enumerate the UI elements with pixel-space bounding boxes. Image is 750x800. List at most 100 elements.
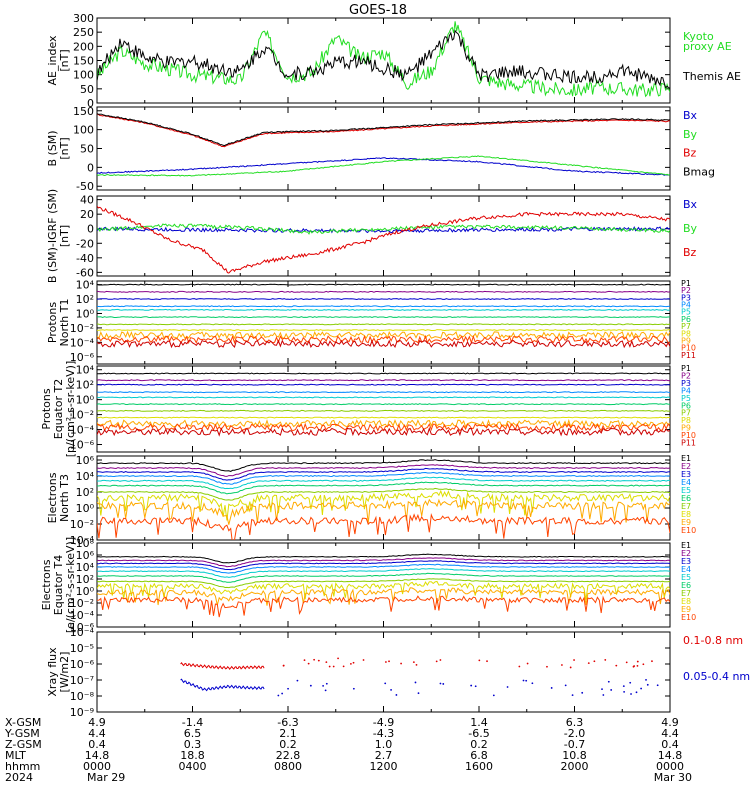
xray-point [636,665,639,667]
y-tick-label: 100 [73,69,94,82]
channel-line-e6 [97,572,670,583]
channel-line-p3 [97,298,670,301]
xray-point [342,665,345,668]
ephemeris-value: 10.8 [562,749,587,762]
xray-point [352,687,355,690]
xray-point [629,681,632,684]
y-axis-label: Xray flux[W/m2] [46,647,71,697]
channel-line-p2 [97,290,670,293]
ephemeris-row-label: Y-GSM [4,727,40,740]
series-group [97,283,670,349]
y-tick-label: -60 [76,266,94,279]
ephemeris-value: 1600 [465,760,493,773]
legend-entry: E6 [681,494,691,503]
y-axis-label-line: [nT] [58,225,71,247]
xray-point [506,686,509,688]
y-tick-label: 10⁰ [76,394,95,407]
xray-point [478,659,481,662]
legend-entry: E4 [681,565,691,574]
legend-entry: P8 [681,416,691,425]
legend-entry: P4 [681,386,691,395]
xray-point [581,691,584,694]
channel-line-p9 [97,418,670,429]
channel-line-p8 [97,416,670,419]
channel-line-e8 [97,489,670,521]
xray-point [325,682,328,685]
legend-entry: E6 [681,581,691,590]
y-tick-label: 10⁶ [76,549,95,562]
channel-line-p2 [97,379,670,382]
legend-entry: E7 [681,589,691,598]
xray-point [525,679,528,682]
y-axis-label-line: B (SM) [46,130,59,166]
channel-line-p10 [97,334,670,345]
legend-entry: E5 [681,573,691,582]
xray-point [307,662,310,665]
xray-point [651,660,653,663]
series-line-by [97,223,670,235]
xray-line-long [180,661,265,671]
legend-entry: E1 [681,541,691,550]
y-tick-label: 0 [87,223,94,236]
y-tick-label: 150 [73,55,94,68]
y-tick-label: 10⁻⁴ [70,424,95,437]
ephemeris-value: 1200 [370,760,398,773]
xray-point [526,662,529,665]
xray-point [414,681,417,684]
legend-entry: P2 [681,286,691,295]
xray-point [623,691,626,693]
xray-point [564,684,567,687]
channel-line-e9 [97,587,670,606]
xray-point [645,678,647,681]
legend-entry: E10 [681,526,696,535]
channel-line-e3 [97,467,670,481]
channel-line-p4 [97,391,670,394]
legend-entry: P1 [681,364,691,373]
xray-point [322,684,325,687]
ephemeris-value: 4.4 [661,727,679,740]
y-axis-label-line: Equator T2 [52,379,65,439]
legend-entry: P7 [681,322,691,331]
legend-entry: P5 [681,308,691,317]
series-line-bx [97,157,670,176]
legend-entry: P9 [681,424,691,433]
series-line-bmag [97,113,670,147]
xray-point [630,693,632,695]
channel-line-e9 [97,498,670,525]
legend-entry: proxy AE [683,40,732,53]
xray-point [388,660,390,663]
ephemeris-value: 14.8 [85,749,110,762]
xray-point [531,682,534,685]
channel-line-p7 [97,323,670,326]
legend-entry: P11 [681,351,696,360]
y-tick-label: -20 [76,237,94,250]
channel-line-e2 [97,464,670,477]
y-tick-label: 300 [73,12,94,25]
ephemeris-value: 2.7 [375,749,393,762]
xray-point [328,665,331,668]
xray-point [435,660,438,663]
ephemeris-value: -2.0 [564,727,585,740]
ephemeris-row-label: Z-GSM [5,738,42,751]
xray-point [546,665,548,668]
y-tick-label: 10² [76,379,94,392]
legend-entry: P3 [681,293,691,302]
y-tick-label: 10⁻⁴ [70,534,95,547]
ephemeris-value: 0.4 [88,738,106,751]
legend-entry: E9 [681,605,691,614]
y-tick-label: 10⁻⁶ [70,351,95,364]
legend-entry: Themis AE [682,70,741,83]
xray-point [571,694,574,697]
xray-point [417,692,420,695]
xray-point [352,661,355,664]
legend-entry: Bz [683,246,697,259]
xray-point [604,659,607,661]
plot-title: GOES-18 [349,3,407,18]
legend-entry: 0.1-0.8 nm [683,634,743,647]
xray-point [442,683,445,685]
ephemeris-value: 22.8 [276,749,301,762]
ephemeris-value: 0.3 [184,738,202,751]
